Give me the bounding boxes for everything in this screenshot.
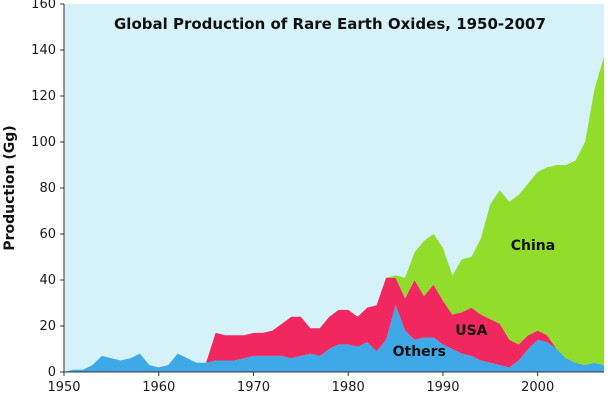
y-tick-label: 20 — [39, 319, 56, 334]
series-labels: Others USA China — [393, 238, 556, 360]
y-tick-label: 0 — [48, 365, 56, 380]
series-area-china — [64, 56, 604, 373]
series-area-others — [64, 305, 604, 372]
y-tick-label: 40 — [39, 273, 56, 288]
y-tick-label: 60 — [39, 227, 56, 242]
series-area-usa — [64, 277, 604, 372]
area-layer — [64, 56, 604, 373]
y-tick-label: 100 — [31, 135, 56, 150]
series-label-china: China — [511, 238, 555, 254]
series-label-others: Others — [393, 344, 446, 360]
y-tick-label: 80 — [39, 181, 56, 196]
x-tick-label: 2000 — [521, 380, 554, 395]
y-tick-label: 160 — [31, 0, 56, 12]
x-tick-label: 1960 — [142, 380, 175, 395]
y-axis-title: Production (Gg) — [2, 125, 18, 250]
series-label-usa: USA — [455, 323, 487, 339]
x-tick-label: 1950 — [47, 380, 80, 395]
y-axis-ticks: 0 20 40 60 80 100 120 140 160 — [31, 0, 64, 380]
chart-title: Global Production of Rare Earth Oxides, … — [114, 15, 546, 33]
y-tick-label: 140 — [31, 43, 56, 58]
y-tick-label: 120 — [31, 89, 56, 104]
x-axis-ticks: 1950 1960 1970 1980 1990 2000 — [47, 372, 554, 395]
x-tick-label: 1980 — [332, 380, 365, 395]
x-tick-label: 1970 — [237, 380, 270, 395]
x-tick-label: 1990 — [426, 380, 459, 395]
